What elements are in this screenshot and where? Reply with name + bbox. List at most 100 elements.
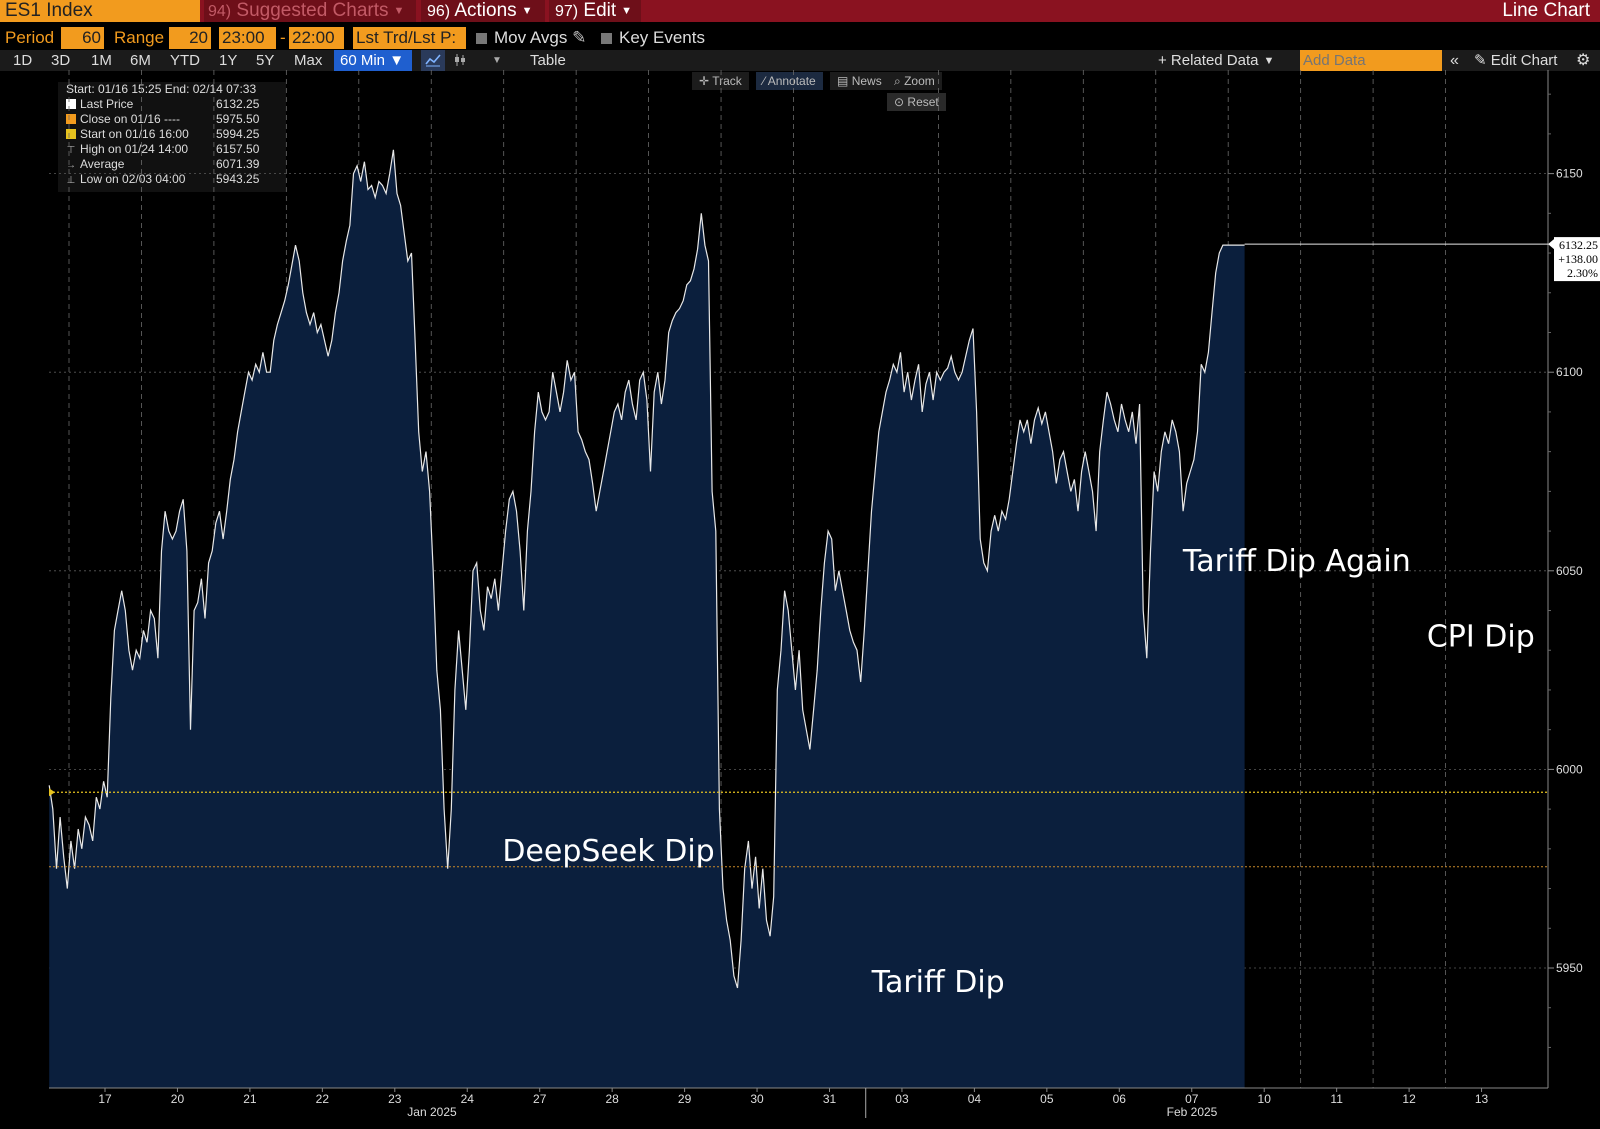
related-data-label: + Related Data — [1158, 52, 1259, 69]
edit-chart-button[interactable]: ✎ Edit Chart — [1474, 50, 1557, 71]
x-tick-label: 05 — [1040, 1092, 1054, 1106]
line-chart-icon[interactable] — [421, 50, 445, 71]
x-tick-label: 21 — [243, 1092, 257, 1106]
crosshair-icon: ✛ — [699, 74, 710, 88]
track-tool[interactable]: ✛ Track — [692, 72, 749, 90]
key-events-toggle[interactable]: Key Events — [601, 27, 705, 49]
x-tick-label: 20 — [171, 1092, 185, 1106]
y-tick-label: 5950 — [1556, 961, 1583, 975]
period-label: Period — [5, 28, 55, 47]
candlestick-icon[interactable] — [454, 50, 466, 71]
legend-value: 5943.25 — [216, 172, 260, 186]
legend-label: Start on 01/16 16:00 — [80, 127, 189, 141]
pencil-icon: ✎ — [1474, 52, 1487, 69]
legend-swatch — [66, 114, 76, 124]
chevron-down-icon: ▼ — [521, 5, 533, 17]
add-data-input[interactable] — [1300, 50, 1442, 71]
security-field[interactable]: ES1 Index — [0, 0, 200, 22]
interval-select[interactable]: 60 Min ▼ — [334, 50, 412, 71]
x-tick-label: 11 — [1330, 1092, 1343, 1106]
legend-row-high: ⊤ High on 01/24 14:00 6157.50 — [66, 142, 286, 157]
x-tick-label: 17 — [98, 1092, 112, 1106]
chevron-down-icon[interactable]: ▼ — [492, 55, 502, 66]
x-tick-label: 13 — [1475, 1092, 1489, 1106]
range-1m-button[interactable]: 1M — [91, 52, 112, 69]
range-1d-button[interactable]: 1D — [13, 52, 33, 69]
mov-avgs-toggle[interactable]: Mov Avgs ✎ — [476, 27, 586, 49]
suggested-charts-button[interactable]: 94) Suggested Charts ▼ — [204, 0, 416, 22]
last-price-pointer — [1548, 239, 1554, 250]
table-button[interactable]: Table — [530, 52, 566, 69]
x-tick-label: 12 — [1402, 1092, 1416, 1106]
last-price-box: 6132.25+138.002.30% — [1244, 237, 1600, 282]
checkbox-icon — [476, 33, 487, 44]
legend-value: 6071.39 — [216, 157, 260, 171]
time-end-input[interactable]: 22:00 — [289, 27, 344, 49]
chart-legend: Start: 01/16 15:25 End: 02/14 07:33 Last… — [58, 82, 286, 192]
last-price-background — [1554, 237, 1600, 282]
y-axis: 5950 6000 6050 6100 6150 — [1547, 70, 1583, 1088]
annotate-label: Annotate — [767, 74, 816, 88]
range-max-button[interactable]: Max — [294, 52, 323, 69]
x-tick-label: 04 — [968, 1092, 982, 1106]
legend-row-last-price: Last Price 6132.25 — [66, 97, 286, 112]
x-tick-label: 29 — [678, 1092, 692, 1106]
x-axis: 17 20 21 22 23 24 27 28 29 30 31 03 04 05 06 07 10 11 12 13… — [49, 1087, 1548, 1119]
legend-value: 6157.50 — [216, 142, 260, 156]
y-tick-label: 6150 — [1556, 167, 1583, 181]
average-marker-icon: → — [66, 160, 76, 171]
range-5y-button[interactable]: 5Y — [256, 52, 275, 69]
legend-value: 5975.50 — [216, 112, 260, 126]
annotate-tool[interactable]: ⁄ Annotate — [756, 72, 823, 90]
edit-number: 97) — [555, 3, 579, 21]
range-toolbar: 1D 3D 1M 6M YTD 1Y 5Y Max 60 Min ▼ ▼ Tab… — [0, 50, 1600, 71]
start-marker — [49, 788, 55, 797]
range-1y-button[interactable]: 1Y — [219, 52, 238, 69]
news-label: News — [851, 74, 882, 88]
checkbox-icon — [601, 33, 612, 44]
chart-annotation: Tariff Dip Again — [1182, 544, 1411, 579]
time-separator: - — [280, 28, 286, 47]
mov-avgs-label: Mov Avgs — [494, 28, 568, 47]
pencil-icon: ⁄ — [763, 74, 766, 88]
range-6m-button[interactable]: 6M — [130, 52, 151, 69]
suggested-charts-number: 94) — [208, 3, 232, 21]
time-start-input[interactable]: 23:00 — [219, 27, 276, 49]
x-tick-label: 10 — [1258, 1092, 1272, 1106]
range-input[interactable]: 20 — [169, 27, 211, 49]
collapse-icon[interactable]: « — [1450, 52, 1459, 69]
y-tick-label: 6100 — [1556, 365, 1583, 379]
chevron-down-icon: ▼ — [393, 5, 405, 17]
legend-swatch — [66, 129, 76, 139]
x-tick-label: 07 — [1185, 1092, 1199, 1106]
x-tick-label: 27 — [533, 1092, 547, 1106]
range-3d-button[interactable]: 3D — [51, 52, 71, 69]
gear-icon[interactable]: ⚙ — [1576, 52, 1591, 69]
period-input[interactable]: 60 — [61, 27, 104, 49]
legend-swatch — [66, 99, 76, 109]
related-data-button[interactable]: + Related Data ▼ — [1158, 50, 1274, 71]
news-icon: ▤ — [837, 74, 849, 88]
price-chart[interactable]: 5950 6000 6050 6100 6150 17 20 21 22 23 24 27 28 29 3… — [0, 70, 1600, 1129]
range-ytd-button[interactable]: YTD — [170, 52, 200, 69]
actions-label: Actions — [454, 0, 517, 22]
x-tick-label: 28 — [605, 1092, 619, 1106]
legend-row-low: ⊥ Low on 02/03 04:00 5943.25 — [66, 172, 286, 187]
legend-label: Low on 02/03 04:00 — [80, 172, 186, 186]
last-price-value: 6132.25 — [1559, 238, 1598, 252]
track-label: Track — [712, 74, 742, 88]
magnifier-icon: ⌕ — [894, 74, 901, 88]
news-tool[interactable]: ▤ News — [830, 72, 889, 90]
reset-button[interactable]: ⊙ Reset — [887, 93, 946, 111]
edit-button[interactable]: 97) Edit ▼ — [549, 0, 641, 22]
zoom-label: Zoom — [904, 74, 935, 88]
mode-select[interactable]: Lst Trd/Lst P: — [353, 27, 466, 49]
x-tick-label: 31 — [823, 1092, 837, 1106]
legend-range: Start: 01/16 15:25 End: 02/14 07:33 — [66, 82, 257, 96]
chart-annotation: DeepSeek Dip — [502, 834, 714, 869]
actions-button[interactable]: 96) Actions ▼ — [421, 0, 545, 22]
suggested-charts-label: Suggested Charts — [236, 0, 389, 22]
price-line — [48, 149, 1245, 989]
zoom-tool[interactable]: ⌕ Zoom — [887, 72, 942, 90]
legend-value: 5994.25 — [216, 127, 260, 141]
